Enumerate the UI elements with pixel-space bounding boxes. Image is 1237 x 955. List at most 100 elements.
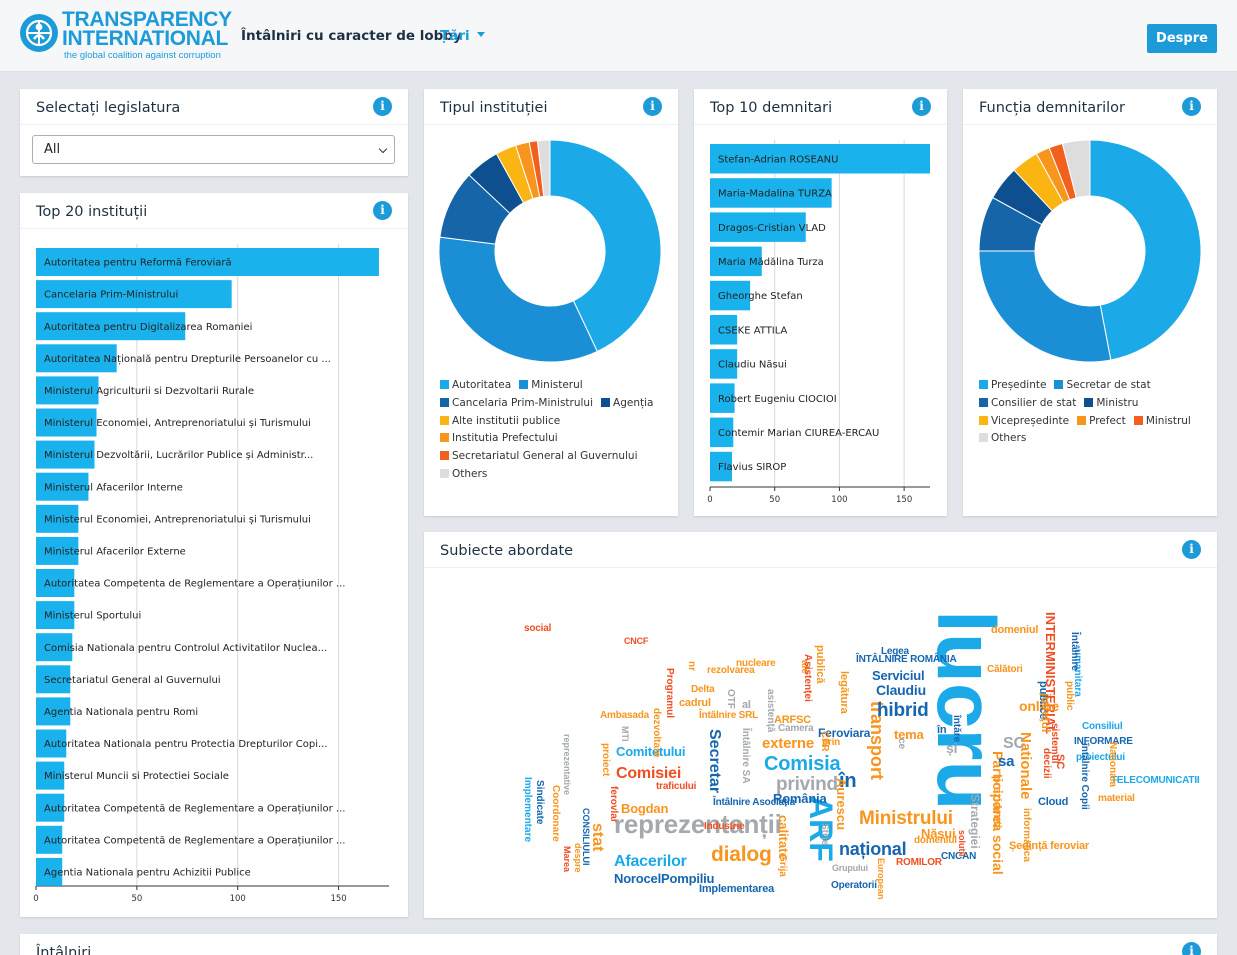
info-icon[interactable]: i [1182, 942, 1201, 955]
word-cloud-term[interactable]: Bogdan [621, 801, 669, 816]
legend-item[interactable]: Autoritatea [440, 377, 511, 395]
word-cloud-term[interactable]: Comitetului [616, 744, 686, 759]
bar[interactable] [36, 825, 63, 854]
word-cloud-term[interactable]: Strategiei [968, 794, 982, 849]
word-cloud-term[interactable]: domeniul [991, 624, 1039, 636]
word-cloud-term[interactable]: ARF [803, 796, 839, 862]
bar[interactable] [36, 504, 79, 533]
word-cloud-term[interactable]: rezolvarea [707, 665, 755, 676]
word-cloud-term[interactable]: lucru [920, 610, 1011, 811]
legend-item[interactable]: Secretar de stat [1054, 377, 1151, 395]
word-cloud-term[interactable]: reprezentanții [614, 809, 782, 839]
word-cloud-term[interactable]: Implementare [522, 777, 533, 843]
word-cloud-term[interactable]: nucleare [736, 658, 776, 669]
legend-item[interactable]: Consilier de stat [979, 395, 1076, 413]
word-cloud-term[interactable]: Ministrului [859, 808, 953, 829]
donut-slice[interactable] [549, 139, 662, 353]
countries-dropdown[interactable]: Țări [440, 28, 485, 44]
word-cloud-term[interactable]: Delta [691, 684, 715, 695]
word-cloud-term[interactable]: întăre [951, 715, 962, 743]
transparency-logo[interactable]: TRANSPARENCY INTERNATIONAL the global co… [18, 9, 232, 64]
word-cloud-term[interactable]: Grupului [832, 863, 868, 873]
word-cloud-term[interactable]: și [946, 740, 958, 756]
donut-slice[interactable] [978, 250, 1112, 363]
bar[interactable] [36, 793, 65, 822]
word-cloud-term[interactable]: INTERMINISTERIAL [1043, 612, 1058, 735]
word-cloud-term[interactable]: în [937, 724, 947, 736]
legend-item[interactable]: Agenția [601, 395, 653, 413]
word-cloud-term[interactable]: CONSILIULUI [581, 808, 591, 866]
word-cloud-term[interactable]: Nationale [1017, 732, 1034, 800]
word-cloud-term[interactable]: privind [776, 774, 838, 795]
word-cloud-term[interactable]: MTI [620, 726, 630, 742]
word-cloud-term[interactable]: solutii [957, 830, 967, 857]
legend-item[interactable]: Cancelaria Prim-Ministrului [440, 395, 593, 413]
word-cloud-term[interactable]: Întâlnire [1069, 632, 1080, 671]
word-cloud-term[interactable]: calitate [776, 815, 791, 860]
word-cloud-term[interactable]: proiectului [1076, 752, 1125, 763]
word-cloud-term[interactable]: European [876, 858, 886, 900]
word-cloud-term[interactable]: Ambasada [600, 710, 649, 721]
bar[interactable] [36, 536, 79, 565]
donut-slice[interactable] [438, 236, 598, 363]
info-icon[interactable]: i [1182, 540, 1201, 559]
word-cloud-term[interactable]: reprezentative [562, 734, 572, 796]
word-cloud-term[interactable]: NorocelPompiliu [614, 871, 715, 886]
word-cloud-term[interactable]: ale [799, 660, 810, 674]
bar[interactable] [710, 280, 751, 311]
word-cloud-term[interactable]: SC [1054, 754, 1066, 770]
word-cloud-term[interactable]: SC [1003, 735, 1025, 752]
legend-item[interactable]: Institutia Prefectului [440, 430, 558, 448]
word-cloud-term[interactable]: sistemul [1049, 723, 1060, 764]
bar[interactable] [36, 729, 67, 758]
word-cloud-term[interactable]: Serviciul [872, 668, 925, 683]
word-cloud-term[interactable]: Întâlnire SA [740, 728, 751, 784]
word-cloud-term[interactable]: Aurescu [834, 778, 849, 831]
word-cloud-term[interactable]: Călători [987, 664, 1023, 675]
info-icon[interactable]: i [373, 201, 392, 220]
word-cloud-term[interactable]: CNCF [624, 636, 649, 646]
word-cloud-term[interactable]: informatica [1021, 808, 1032, 862]
word-cloud-term[interactable]: Asistenței [802, 654, 813, 702]
bar[interactable] [710, 178, 832, 208]
word-cloud-term[interactable]: INFORMARE [1074, 736, 1133, 747]
bar[interactable] [36, 472, 89, 501]
word-cloud-term[interactable]: hibrid [877, 700, 929, 721]
word-cloud-term[interactable]: Marea [562, 846, 572, 873]
bar[interactable] [710, 417, 734, 448]
word-cloud-term[interactable]: Camera [778, 723, 814, 734]
bar[interactable] [36, 601, 75, 630]
word-cloud-term[interactable]: traficului [656, 781, 697, 792]
word-cloud-term[interactable]: cadrul [679, 697, 711, 709]
word-cloud-term[interactable]: Coordonare [550, 785, 561, 842]
word-cloud-term[interactable]: Legea [881, 646, 909, 657]
bar[interactable] [710, 212, 806, 242]
word-cloud-term[interactable]: CFR [819, 731, 830, 752]
word-cloud-term[interactable]: publică [814, 645, 826, 684]
bar[interactable] [710, 349, 738, 379]
word-cloud-term[interactable]: legătura [838, 671, 850, 714]
bar[interactable] [36, 312, 186, 341]
word-cloud-term[interactable]: OTF [725, 689, 736, 709]
bar[interactable] [36, 344, 117, 373]
info-icon[interactable]: i [912, 97, 931, 116]
word-cloud-term[interactable]: prezidenti [991, 776, 1003, 828]
word-cloud-term[interactable]: public [1064, 681, 1075, 711]
bar[interactable] [36, 408, 97, 437]
legend-item[interactable]: Ministerul [519, 377, 583, 395]
legend-item[interactable]: Ministrul [1133, 413, 1191, 431]
word-cloud-term[interactable]: TELECOMUNICATII [1111, 775, 1200, 786]
word-cloud-term[interactable]: Comisia [764, 753, 841, 775]
word-cloud-term[interactable]: umanitara [1072, 649, 1083, 697]
legend-item[interactable]: Others [440, 466, 487, 484]
info-icon[interactable]: i [1182, 97, 1201, 116]
word-cloud-term[interactable]: Implementarea [699, 883, 775, 895]
bar[interactable] [36, 665, 71, 694]
word-cloud-term[interactable]: ARFSC [774, 714, 811, 726]
bar[interactable] [36, 248, 379, 276]
word-cloud-term[interactable]: întâlnire Copii [1079, 743, 1090, 810]
word-cloud-term[interactable]: Năsui [921, 826, 956, 841]
legend-item[interactable]: Președinte [979, 377, 1046, 395]
bar[interactable] [710, 246, 762, 277]
word-cloud-term[interactable]: domeniul [914, 835, 957, 846]
